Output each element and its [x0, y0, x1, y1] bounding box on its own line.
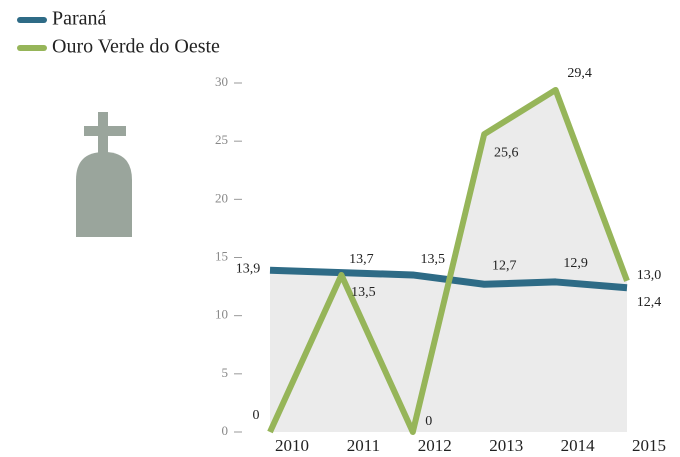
y-tick-label: 20 — [215, 190, 228, 205]
series-line — [267, 86, 630, 435]
data-label: 25,6 — [494, 145, 519, 160]
data-label: 0 — [253, 408, 260, 423]
x-tick-label: 2015 — [632, 436, 666, 455]
x-tick-label: 2013 — [489, 436, 523, 455]
data-label: 0 — [425, 414, 432, 429]
legend-label: Ouro Verde do Oeste — [52, 36, 220, 58]
data-label: 13,7 — [349, 252, 374, 267]
y-tick-label: 30 — [215, 74, 228, 89]
y-tick-label: 10 — [215, 307, 228, 322]
data-label: 13,5 — [351, 285, 376, 300]
y-tick-label: 15 — [215, 248, 228, 263]
y-tick-label: 5 — [222, 365, 229, 380]
data-label: 13,0 — [637, 268, 662, 283]
x-tick-label: 2012 — [418, 436, 452, 455]
legend-label: Paraná — [52, 8, 107, 30]
data-label: 12,7 — [492, 258, 517, 273]
data-label: 12,4 — [637, 295, 662, 310]
y-tick-label: 25 — [215, 132, 228, 147]
data-label: 29,4 — [567, 66, 592, 81]
data-label: 12,9 — [563, 256, 588, 271]
x-tick-label: 2011 — [347, 436, 380, 455]
x-tick-label: 2010 — [275, 436, 309, 455]
x-tick-label: 2014 — [561, 436, 596, 455]
gravestone-icon — [76, 112, 132, 237]
data-label: 13,9 — [236, 262, 261, 277]
data-label: 13,5 — [421, 252, 446, 267]
area-fill — [270, 89, 627, 432]
y-tick-label: 0 — [222, 423, 229, 438]
